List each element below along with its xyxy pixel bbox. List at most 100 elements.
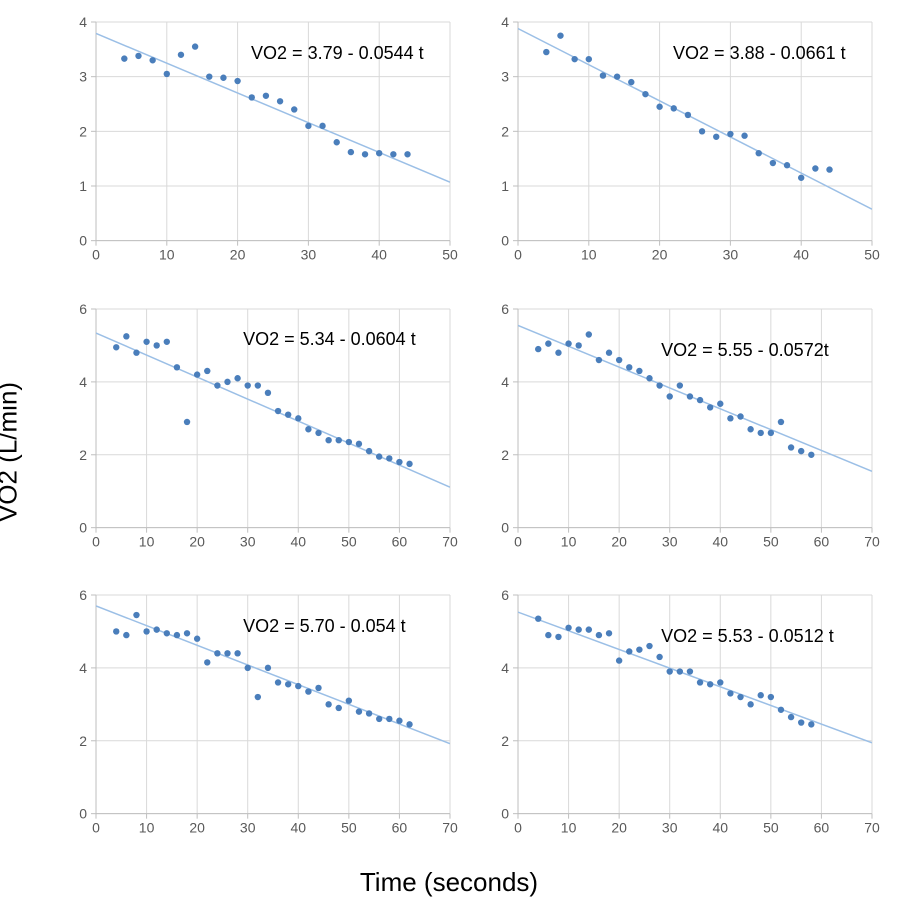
data-point	[586, 627, 592, 633]
data-point	[565, 625, 571, 631]
data-point	[788, 714, 794, 720]
data-point	[153, 627, 159, 633]
data-point	[305, 426, 311, 432]
data-point	[396, 718, 402, 724]
xtick-label: 60	[392, 820, 408, 836]
chart-panel: 0246010203040506070VO2 = 5.55 - 0.0572t	[482, 299, 880, 556]
data-point	[699, 128, 705, 134]
data-point	[356, 709, 362, 715]
data-point	[336, 437, 342, 443]
ytick-label: 1	[79, 178, 87, 194]
ytick-label: 2	[501, 733, 509, 749]
data-point	[671, 105, 677, 111]
figure: VO2 (L/min) 0123401020304050VO2 = 3.79 -…	[0, 0, 898, 904]
data-point	[113, 344, 119, 350]
data-point	[214, 650, 220, 656]
xtick-label: 20	[189, 820, 205, 836]
data-point	[798, 175, 804, 181]
data-point	[687, 393, 693, 399]
data-point	[685, 112, 691, 118]
data-point	[376, 453, 382, 459]
data-point	[788, 444, 794, 450]
data-point	[390, 151, 396, 157]
data-point	[263, 93, 269, 99]
data-point	[628, 79, 634, 85]
ytick-label: 6	[79, 587, 87, 603]
data-point	[616, 658, 622, 664]
ytick-label: 0	[501, 519, 509, 535]
ytick-label: 1	[501, 178, 509, 194]
data-point	[194, 371, 200, 377]
data-point	[133, 612, 139, 618]
data-point	[656, 654, 662, 660]
equation-label: VO2 = 3.88 - 0.0661 t	[673, 43, 846, 64]
data-point	[656, 104, 662, 110]
xtick-label: 50	[763, 533, 779, 549]
data-point	[123, 632, 129, 638]
data-point	[768, 429, 774, 435]
xtick-label: 10	[581, 247, 597, 263]
ytick-label: 4	[501, 14, 509, 30]
ytick-label: 6	[501, 301, 509, 317]
ytick-label: 4	[501, 374, 509, 390]
xtick-label: 60	[814, 533, 830, 549]
data-point	[784, 162, 790, 168]
data-point	[571, 56, 577, 62]
data-point	[727, 131, 733, 137]
data-point	[174, 632, 180, 638]
xtick-label: 40	[371, 247, 387, 263]
data-point	[295, 683, 301, 689]
xtick-label: 60	[392, 533, 408, 549]
data-point	[184, 630, 190, 636]
data-point	[626, 649, 632, 655]
ytick-label: 0	[79, 233, 87, 249]
data-point	[164, 630, 170, 636]
data-point	[798, 720, 804, 726]
data-point	[220, 75, 226, 81]
xtick-label: 20	[189, 533, 205, 549]
data-point	[707, 681, 713, 687]
data-point	[646, 375, 652, 381]
data-point	[386, 716, 392, 722]
data-point	[636, 367, 642, 373]
data-point	[600, 72, 606, 78]
data-point	[727, 415, 733, 421]
equation-label: VO2 = 5.34 - 0.0604 t	[243, 329, 416, 350]
regression-line	[86, 328, 450, 486]
data-point	[255, 382, 261, 388]
data-point	[135, 53, 141, 59]
data-point	[543, 49, 549, 55]
data-point	[656, 382, 662, 388]
data-point	[275, 680, 281, 686]
ytick-label: 4	[79, 14, 87, 30]
y-axis-label: VO2 (L/min)	[0, 382, 24, 522]
data-point	[535, 616, 541, 622]
ytick-label: 6	[79, 301, 87, 317]
xtick-label: 40	[793, 247, 809, 263]
ytick-label: 2	[79, 123, 87, 139]
data-point	[575, 627, 581, 633]
data-point	[184, 418, 190, 424]
data-point	[737, 694, 743, 700]
data-point	[406, 722, 412, 728]
data-point	[174, 364, 180, 370]
data-point	[586, 331, 592, 337]
xtick-label: 0	[514, 247, 522, 263]
data-point	[545, 340, 551, 346]
data-point	[636, 647, 642, 653]
ytick-label: 3	[501, 69, 509, 85]
data-point	[812, 165, 818, 171]
data-point	[277, 98, 283, 104]
xtick-label: 40	[291, 820, 307, 836]
data-point	[798, 448, 804, 454]
data-point	[747, 426, 753, 432]
xtick-label: 10	[139, 533, 155, 549]
ytick-label: 4	[79, 374, 87, 390]
data-point	[123, 333, 129, 339]
chart-panel: 0246010203040506070VO2 = 5.53 - 0.0512 t	[482, 585, 880, 842]
data-point	[234, 78, 240, 84]
data-point	[113, 629, 119, 635]
data-point	[758, 429, 764, 435]
chart-panel: 0123401020304050VO2 = 3.88 - 0.0661 t	[482, 12, 880, 269]
data-point	[707, 404, 713, 410]
